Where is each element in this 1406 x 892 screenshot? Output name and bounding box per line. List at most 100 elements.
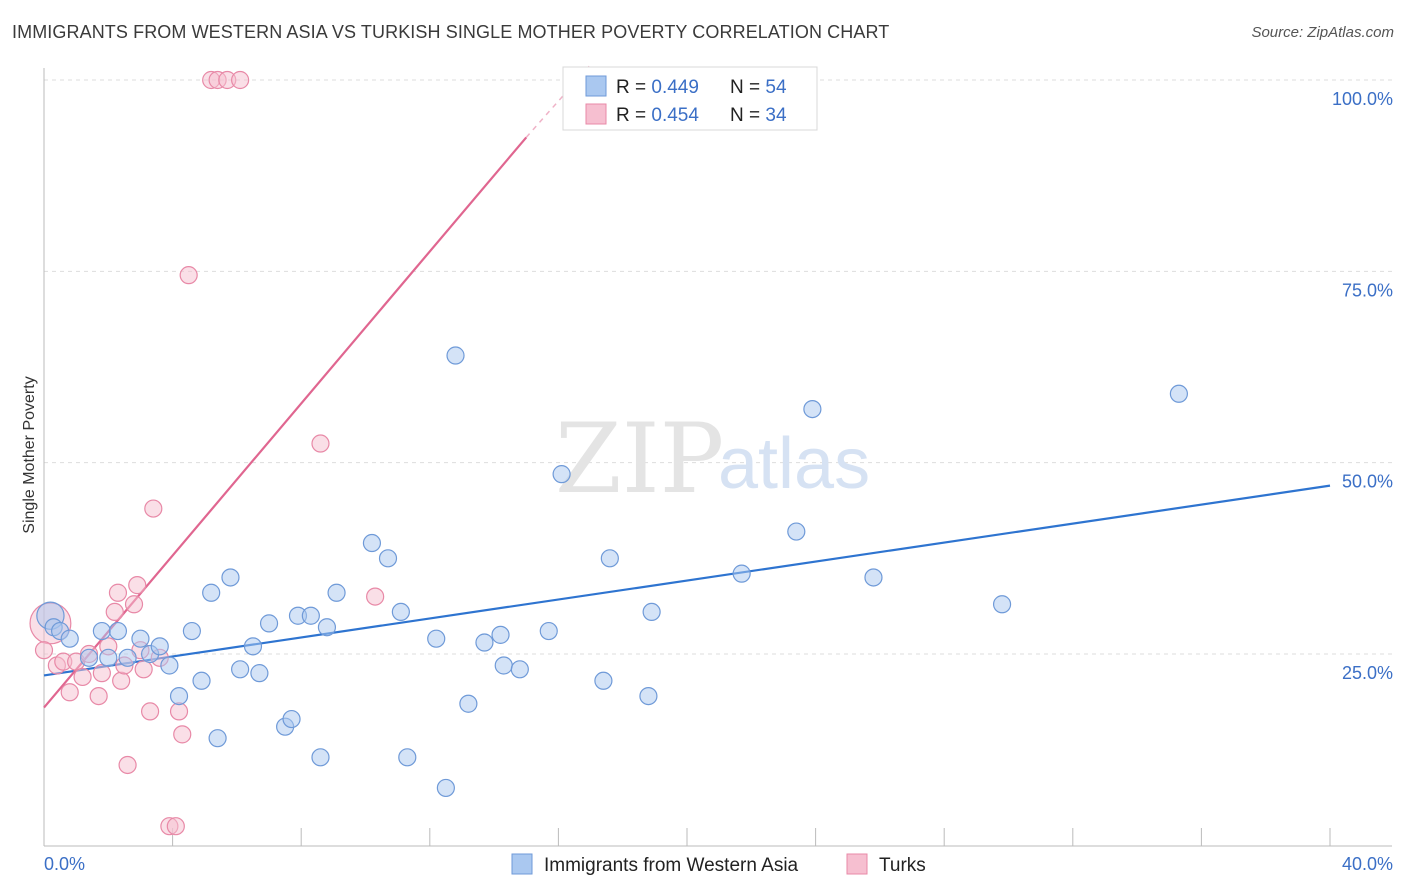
legend-n-value-1: 54 [765,77,787,98]
x-tick-label-0: 0.0% [44,854,85,874]
western-asia-point-5 [92,621,111,641]
chart-title: IMMIGRANTS FROM WESTERN ASIA VS TURKISH … [12,22,890,42]
bottom-legend-label-blue: Immigrants from Western Asia [544,855,799,876]
y-tick-label-50: 50.0% [1342,472,1393,492]
watermark-zip: ZIP [555,403,724,515]
legend-n-value-2: 34 [765,105,787,126]
trend-layer [43,64,1331,709]
turks-point-5 [73,667,92,687]
legend-n-label-2: N = [730,105,765,126]
legend-n-label-1: N = [730,77,765,98]
western-asia-point-7 [108,621,128,641]
legend-row-2: R = 0.454 [616,105,699,126]
western-asia-point-43 [552,465,571,484]
grid-layer [44,79,1392,655]
legend-r-value-1: 0.449 [651,77,699,98]
western-asia-point-11 [150,637,169,656]
western-asia-point-32 [391,602,410,622]
bottom-legend-label-pink: Turks [879,855,926,876]
legend-swatch-blue [585,75,607,97]
turks-trend-line [43,136,528,709]
western-asia-point-13 [169,686,189,706]
watermark: ZIP atlas [555,403,870,515]
western-asia-point-51 [864,568,883,587]
western-asia-point-9 [131,629,150,648]
turks-point-20 [144,499,163,518]
western-asia-point-31 [378,549,398,568]
western-asia-point-34 [427,629,446,648]
y-tick-label-75: 75.0% [1342,280,1393,300]
legend-swatch-pink [585,103,607,125]
bottom-legend: Immigrants from Western Asia Turks [511,853,926,876]
legend-r-value-2: 0.454 [651,105,699,126]
legend-row-1: R = 0.449 [616,77,699,98]
axes-layer [43,68,1392,847]
watermark-atlas: atlas [718,424,870,504]
legend-row-2-n: N = 34 [730,105,787,126]
turks-point-16 [128,576,147,595]
western-asia-point-45 [600,549,619,568]
western-asia-point-6 [99,648,118,667]
western-asia-point-38 [475,633,494,652]
western-asia-point-46 [639,686,658,706]
western-asia-point-22 [259,614,279,633]
legend-r-label-1: R = [616,77,651,98]
turks-point-11 [108,583,128,602]
turks-point-7 [89,686,108,706]
turks-point-3 [60,683,79,702]
turks-point-26 [179,266,198,285]
western-asia-point-4 [79,648,99,667]
western-asia-point-18 [221,568,240,587]
turks-point-33 [34,641,54,660]
western-asia-point-24 [282,709,301,729]
western-asia-point-40 [494,656,513,675]
turks-point-30 [231,70,250,90]
western-asia-point-17 [208,729,227,748]
top-legend: R = 0.449 N = 54 R = 0.454 N = 34 [562,66,818,131]
western-asia-point-52 [992,595,1012,614]
western-asia-point-36 [446,346,465,365]
western-asia-point-19 [231,660,250,679]
turks-point-32 [366,587,385,606]
western-asia-point-48 [732,564,751,583]
bottom-legend-swatch-pink [846,853,868,875]
turks-point-14 [118,755,137,775]
western-asia-point-33 [398,748,417,767]
turks-point-8 [92,664,111,683]
western-asia-point-26 [301,606,320,625]
western-asia-point-15 [192,671,211,690]
turks-point-25 [173,725,192,744]
western-asia-point-12 [160,656,179,675]
turks-point-31 [311,434,330,453]
western-asia-point-49 [787,522,806,541]
y-tick-label-25: 25.0% [1342,663,1393,683]
western-asia-point-37 [459,694,478,713]
western-asia-point-14 [182,621,201,641]
bottom-legend-swatch-blue [511,853,533,875]
points-layer [29,70,1188,836]
turks-point-12 [112,671,131,690]
western-asia-point-27 [311,748,330,767]
western-asia-point-44 [594,671,613,690]
turks-point-24 [169,702,189,721]
x-tick-label-40: 40.0% [1342,854,1393,874]
western-asia-point-42 [539,621,558,641]
y-axis-label: Single Mother Poverty [21,376,38,533]
western-asia-point-30 [362,533,382,553]
western-asia-point-28 [317,618,337,637]
western-asia-point-53 [1169,384,1188,403]
legend-row-1-n: N = 54 [730,77,787,98]
legend-r-label-2: R = [616,105,651,126]
x-tick-labels: 0.0% 40.0% [44,854,1393,874]
western-asia-point-16 [202,583,221,602]
source-label: Source: ZipAtlas.com [1251,24,1394,41]
turks-point-19 [140,702,160,721]
y-tick-labels: 25.0% 50.0% 75.0% 100.0% [1332,89,1393,683]
western-asia-point-50 [803,399,822,419]
turks-point-10 [105,602,124,622]
turks-point-15 [124,595,144,614]
western-asia-point-47 [642,602,661,622]
western-asia-point-3 [60,629,79,648]
western-asia-point-39 [491,625,510,644]
